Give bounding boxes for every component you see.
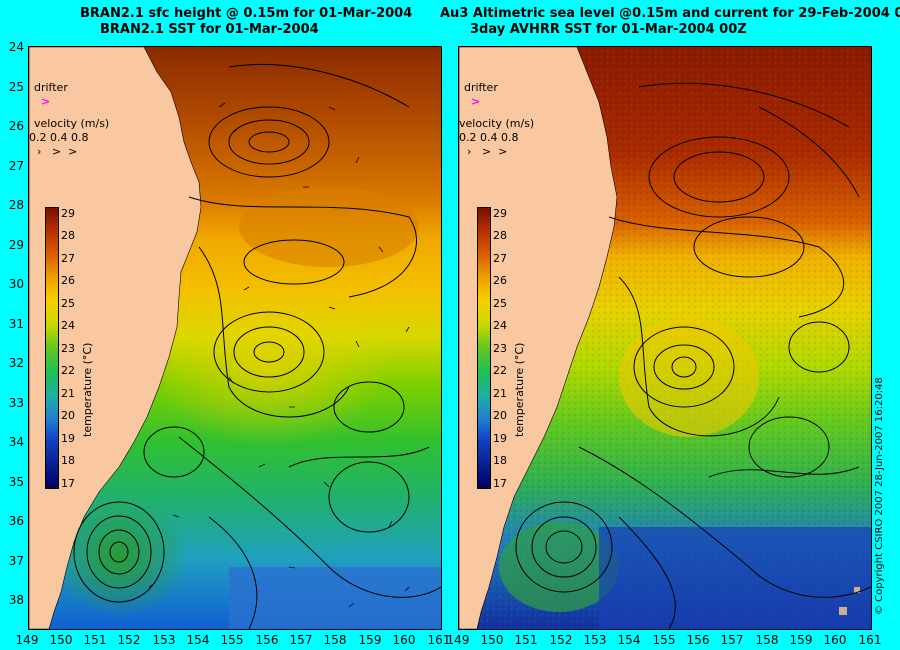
x-tick-label: 154 bbox=[617, 633, 641, 647]
colorbar-tick: 27 bbox=[493, 252, 507, 265]
colorbar-tick: 20 bbox=[493, 409, 507, 422]
left-map-panel: drifter > velocity (m/s) 0.2 0.4 0.8 › >… bbox=[28, 46, 442, 630]
colorbar-title-left: temperature (°C) bbox=[81, 342, 94, 437]
y-tick-label: 35 bbox=[8, 475, 24, 489]
y-tick-label: 34 bbox=[8, 435, 24, 449]
x-tick-label: 151 bbox=[514, 633, 538, 647]
x-tick-label: 152 bbox=[117, 633, 141, 647]
x-tick-label: 157 bbox=[289, 633, 313, 647]
colorbar-left bbox=[45, 207, 59, 489]
y-tick-label: 29 bbox=[8, 238, 24, 252]
velocity-label-left: velocity (m/s) bbox=[34, 117, 110, 130]
left-title-line1: BRAN2.1 sfc height @ 0.15m for 01-Mar-20… bbox=[80, 6, 413, 21]
right-map-panel: drifter > velocity (m/s) 0.2 0.4 0.8 › >… bbox=[458, 46, 872, 630]
y-tick-label: 38 bbox=[8, 593, 24, 607]
colorbar-tick: 17 bbox=[493, 477, 507, 490]
x-tick-label: 160 bbox=[392, 633, 416, 647]
colorbar-tick: 21 bbox=[493, 387, 507, 400]
colorbar-tick: 19 bbox=[61, 432, 75, 445]
drifter-marker-icon: > bbox=[41, 95, 51, 108]
x-tick-label: 154 bbox=[186, 633, 210, 647]
colorbar-tick: 18 bbox=[493, 454, 507, 467]
colorbar-tick: 29 bbox=[61, 207, 75, 220]
colorbar-tick: 22 bbox=[493, 364, 507, 377]
x-tick-label: 157 bbox=[720, 633, 744, 647]
drifter-marker-icon: > bbox=[471, 95, 481, 108]
colorbar-right bbox=[477, 207, 491, 489]
y-tick-label: 25 bbox=[8, 80, 24, 94]
velocity-arrows-icon: › > > bbox=[37, 145, 78, 158]
colorbar-tick: 17 bbox=[61, 477, 75, 490]
y-tick-label: 32 bbox=[8, 356, 24, 370]
colorbar-tick: 25 bbox=[493, 297, 507, 310]
x-tick-label: 156 bbox=[686, 633, 710, 647]
colorbar-tick: 26 bbox=[61, 274, 75, 287]
y-tick-label: 24 bbox=[8, 40, 24, 54]
copyright-text: © Copyright CSIRO 2007 28-Jun-2007 16:20… bbox=[874, 377, 885, 615]
y-tick-label: 31 bbox=[8, 317, 24, 331]
colorbar-tick: 29 bbox=[493, 207, 507, 220]
colorbar-tick: 25 bbox=[61, 297, 75, 310]
x-tick-label: 149 bbox=[15, 633, 39, 647]
left-title-line2: BRAN2.1 SST for 01-Mar-2004 bbox=[100, 22, 319, 37]
x-tick-label: 160 bbox=[823, 633, 847, 647]
x-tick-label: 156 bbox=[255, 633, 279, 647]
right-title-line2: 3day AVHRR SST for 01-Mar-2004 00Z bbox=[470, 22, 747, 37]
x-tick-label: 153 bbox=[152, 633, 176, 647]
y-tick-label: 28 bbox=[8, 198, 24, 212]
y-tick-label: 26 bbox=[8, 119, 24, 133]
y-tick-label: 30 bbox=[8, 277, 24, 291]
colorbar-tick: 24 bbox=[493, 319, 507, 332]
x-tick-label: 161 bbox=[858, 633, 882, 647]
velocity-values-left: 0.2 0.4 0.8 bbox=[29, 131, 89, 144]
x-tick-label: 161 bbox=[427, 633, 451, 647]
x-tick-label: 150 bbox=[480, 633, 504, 647]
velocity-label-right: velocity (m/s) bbox=[459, 117, 535, 130]
x-tick-label: 150 bbox=[49, 633, 73, 647]
colorbar-tick: 26 bbox=[493, 274, 507, 287]
colorbar-tick: 28 bbox=[493, 229, 507, 242]
colorbar-tick: 22 bbox=[61, 364, 75, 377]
velocity-arrows-icon: › > > bbox=[467, 145, 508, 158]
y-tick-label: 36 bbox=[8, 514, 24, 528]
x-tick-label: 159 bbox=[358, 633, 382, 647]
x-tick-label: 158 bbox=[755, 633, 779, 647]
x-tick-label: 155 bbox=[220, 633, 244, 647]
colorbar-tick: 20 bbox=[61, 409, 75, 422]
x-tick-label: 151 bbox=[83, 633, 107, 647]
colorbar-tick: 21 bbox=[61, 387, 75, 400]
y-tick-label: 27 bbox=[8, 159, 24, 173]
right-map-canvas bbox=[459, 47, 871, 629]
x-tick-label: 158 bbox=[323, 633, 347, 647]
x-tick-label: 155 bbox=[652, 633, 676, 647]
x-tick-label: 152 bbox=[549, 633, 573, 647]
colorbar-tick: 28 bbox=[61, 229, 75, 242]
right-title-line1: Au3 Altimetric sea level @0.15m and curr… bbox=[440, 6, 900, 21]
left-map-canvas bbox=[29, 47, 441, 629]
x-tick-label: 149 bbox=[446, 633, 470, 647]
y-tick-label: 37 bbox=[8, 554, 24, 568]
colorbar-tick: 23 bbox=[493, 342, 507, 355]
x-tick-label: 159 bbox=[789, 633, 813, 647]
colorbar-tick: 27 bbox=[61, 252, 75, 265]
drifter-label-left: drifter bbox=[34, 81, 68, 94]
colorbar-tick: 23 bbox=[61, 342, 75, 355]
colorbar-tick: 19 bbox=[493, 432, 507, 445]
colorbar-title-right: temperature (°C) bbox=[513, 342, 526, 437]
colorbar-tick: 24 bbox=[61, 319, 75, 332]
colorbar-tick: 18 bbox=[61, 454, 75, 467]
drifter-label-right: drifter bbox=[464, 81, 498, 94]
x-tick-label: 153 bbox=[583, 633, 607, 647]
y-tick-label: 33 bbox=[8, 396, 24, 410]
velocity-values-right: 0.2 0.4 0.8 bbox=[459, 131, 519, 144]
